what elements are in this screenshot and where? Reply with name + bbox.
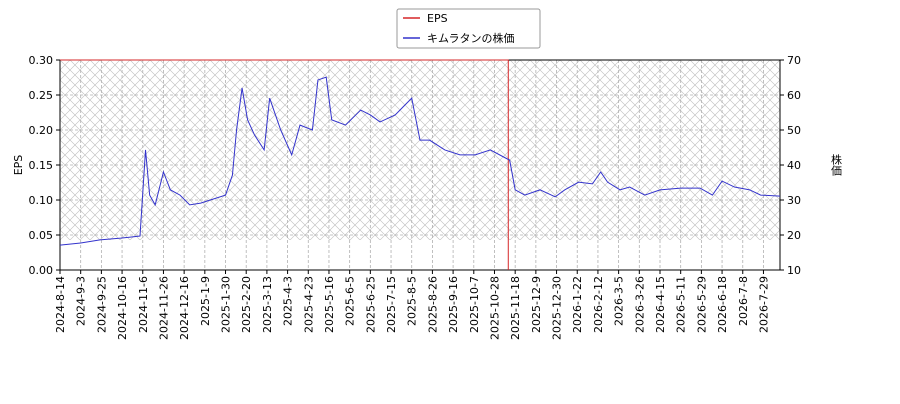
x-tick-label: 2026-3-5: [613, 276, 626, 326]
hatch-area: [60, 60, 780, 240]
x-tick-label: 2024-9-3: [75, 276, 88, 326]
x-tick-label: 2026-3-26: [633, 276, 646, 333]
series-line: [59, 76, 781, 246]
x-tick-label: 2025-12-9: [530, 276, 543, 333]
y-tick-label: 0.10: [29, 194, 54, 207]
y-tick-label: 0.05: [29, 229, 54, 242]
y-tick-label: 0.30: [29, 54, 54, 67]
x-tick-label: 2025-1-9: [199, 276, 212, 326]
x-tick-label: 2025-8-5: [406, 276, 419, 326]
x-tick-label: 2025-12-30: [551, 276, 564, 340]
x-tick-label: 2025-10-28: [488, 276, 501, 340]
x-tick-label: 2025-4-3: [282, 276, 295, 326]
x-tick-label: 2025-11-18: [509, 276, 522, 340]
x-tick-label: 2024-9-25: [95, 276, 108, 333]
y-tick-label: 0.20: [29, 124, 54, 137]
x-tick-label: 2025-5-16: [323, 276, 336, 333]
x-tick-label: 2025-10-7: [468, 276, 481, 333]
x-tick-label: 2025-4-23: [302, 276, 315, 333]
x-tick-label: 2025-1-30: [220, 276, 233, 333]
y-tick-label: 0.25: [29, 89, 54, 102]
x-tick-label: 2024-12-16: [178, 276, 191, 340]
x-tick-label: 2026-7-8: [737, 276, 750, 326]
series-line: [60, 59, 509, 270]
x-tick-label: 2025-9-16: [447, 276, 460, 333]
legend-label: EPS: [427, 12, 448, 25]
x-tick-label: 2026-4-15: [654, 276, 667, 333]
x-tick-label: 2025-3-13: [261, 276, 274, 333]
y2-tick-label: 70: [787, 54, 801, 67]
y2-tick-label: 10: [787, 264, 801, 277]
y2-tick-label: 60: [787, 89, 801, 102]
x-tick-label: 2024-11-26: [157, 276, 170, 340]
x-tick-label: 2025-6-5: [344, 276, 357, 326]
legend: EPS キムラタンの株価: [396, 8, 541, 49]
x-tick-label: 2026-1-22: [571, 276, 584, 333]
x-tick-label: 2026-5-29: [695, 276, 708, 333]
x-tick-label: 2024-11-6: [137, 276, 150, 333]
y-tick-label: 0.15: [29, 159, 54, 172]
x-tick-label: 2026-5-11: [675, 276, 688, 333]
y2-tick-label: 30: [787, 194, 801, 207]
x-tick-label: 2024-10-16: [116, 276, 129, 340]
y-tick-label: 0.00: [29, 264, 54, 277]
y-axis-label: EPS: [12, 155, 25, 176]
x-tick-label: 2025-7-15: [385, 276, 398, 333]
legend-label: キムラタンの株価: [427, 31, 514, 45]
x-tick-label: 2026-7-29: [757, 276, 770, 333]
x-tick-label: 2025-8-26: [426, 276, 439, 333]
x-tick-label: 2024-8-14: [54, 276, 67, 333]
y2-tick-label: 50: [787, 124, 801, 137]
y2-tick-label: 20: [787, 229, 801, 242]
x-tick-label: 2025-2-20: [240, 276, 253, 333]
x-tick-label: 2026-2-12: [592, 276, 605, 333]
y2-axis-label: 株価: [830, 153, 843, 176]
x-tick-label: 2025-6-25: [364, 276, 377, 333]
x-tick-label: 2026-6-18: [716, 276, 729, 333]
y2-tick-label: 40: [787, 159, 801, 172]
legend-box: [396, 8, 541, 49]
